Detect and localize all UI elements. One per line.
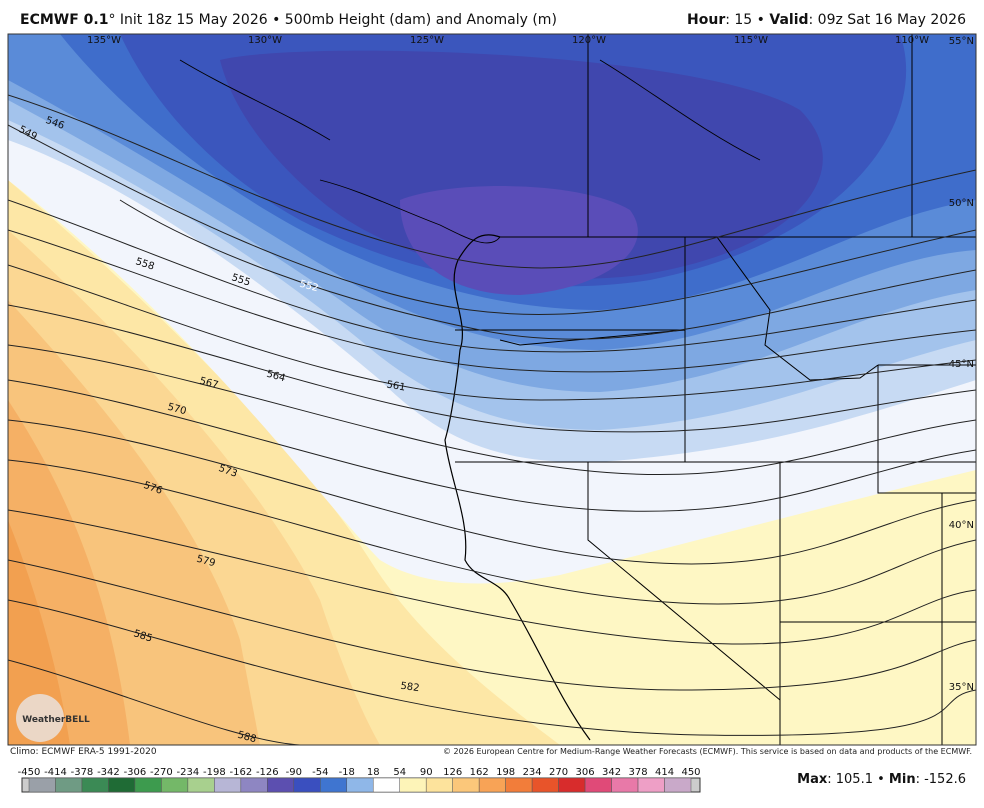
- max-value: : 105.1 •: [827, 772, 889, 787]
- colorbar-tick: -342: [97, 767, 120, 778]
- title-rest: ° Init 18z 15 May 2026 • 500mb Height (d…: [108, 12, 557, 28]
- lat-label: 45°N: [949, 359, 974, 370]
- lon-label: 120°W: [572, 35, 606, 46]
- hour-value: : 15 •: [725, 12, 770, 28]
- colorbar-cell: [320, 777, 348, 793]
- colorbar-tick: 414: [655, 767, 674, 778]
- colorbar-tick: -270: [150, 767, 173, 778]
- colorbar-tick: -126: [256, 767, 279, 778]
- lon-label: 110°W: [895, 35, 929, 46]
- colorbar-cell: [214, 777, 242, 793]
- colorbar-tick: 18: [367, 767, 380, 778]
- colorbar-cell: [346, 777, 374, 793]
- colorbar-cell: [161, 777, 189, 793]
- colorbar-cell: [293, 777, 321, 793]
- colorbar-tick: 450: [681, 767, 700, 778]
- lat-label: 40°N: [949, 520, 974, 531]
- colorbar-tick: -90: [286, 767, 302, 778]
- valid-value: : 09z Sat 16 May 2026: [808, 12, 966, 28]
- colorbar-cell: [187, 777, 215, 793]
- colorbar-cell: [28, 777, 56, 793]
- contour-label: 588: [236, 730, 257, 746]
- colorbar-cell: [240, 777, 268, 793]
- colorbar-cell: [558, 777, 586, 793]
- lon-label: 125°W: [410, 35, 444, 46]
- colorbar-tick: 162: [470, 767, 489, 778]
- valid-info: Hour: 15 • Valid: 09z Sat 16 May 2026: [687, 12, 966, 28]
- colorbar-cell: [55, 777, 83, 793]
- colorbar-tick: -18: [339, 767, 355, 778]
- lat-label: 35°N: [949, 682, 974, 693]
- colorbar-cell: [664, 777, 692, 793]
- model: ECMWF 0.1: [20, 12, 109, 28]
- boundaries: [179, 34, 976, 745]
- colorbar-tick: 54: [393, 767, 406, 778]
- colorbar-cell: [399, 777, 427, 793]
- colorbar-tick: -378: [71, 767, 94, 778]
- colorbar-cell: [478, 777, 506, 793]
- lat-label: 50°N: [949, 198, 974, 209]
- contour-label: 570: [166, 402, 187, 418]
- logo: WeatherBELL: [22, 715, 90, 725]
- lat-label: 55°N: [949, 36, 974, 47]
- colorbar-tick: 342: [602, 767, 621, 778]
- contour-label: 579: [195, 554, 216, 570]
- lon-label: 130°W: [248, 35, 282, 46]
- colorbar-cell: [637, 777, 665, 793]
- height-contours: [8, 94, 976, 745]
- colorbar-cell: [372, 777, 400, 793]
- colorbar-tick: 306: [576, 767, 595, 778]
- colorbar-tick: -306: [124, 767, 147, 778]
- colorbar-cell: [134, 777, 162, 793]
- colorbar-tick: 198: [496, 767, 515, 778]
- colorbar-tick: 90: [420, 767, 433, 778]
- contour-label: 582: [400, 681, 420, 695]
- colorbar-tick: 270: [549, 767, 568, 778]
- title: ECMWF 0.1° Init 18z 15 May 2026 • 500mb …: [20, 12, 557, 28]
- colorbar-tick: 378: [628, 767, 647, 778]
- colorbar-cell: [425, 777, 453, 793]
- contour-label: 564: [265, 369, 286, 385]
- colorbar-cell: [505, 777, 533, 793]
- contour-label: 567: [198, 376, 219, 392]
- colorbar-cell: [584, 777, 612, 793]
- stats: Max: 105.1 • Min: -152.6: [797, 772, 966, 787]
- lon-label: 115°W: [734, 35, 768, 46]
- min-key: Min: [888, 772, 916, 787]
- colorbar-tick: -234: [177, 767, 200, 778]
- map-frame: [7, 33, 977, 746]
- logo-mark: [16, 694, 64, 742]
- colorbar-cell: [531, 777, 559, 793]
- valid-key: Valid: [769, 12, 809, 28]
- colorbar-tick: -198: [203, 767, 226, 778]
- colorbar-tick: -162: [229, 767, 252, 778]
- colorbar-cell: [611, 777, 639, 793]
- colorbar-tick: 234: [523, 767, 542, 778]
- max-key: Max: [797, 772, 828, 787]
- lon-label: 135°W: [87, 35, 121, 46]
- colorbar-cell: [108, 777, 136, 793]
- colorbar-tick: -450: [18, 767, 41, 778]
- colorbar-cell: [81, 777, 109, 793]
- contour-label: 561: [386, 379, 407, 393]
- colorbar-cell: [452, 777, 480, 793]
- anomaly-field: [8, 34, 976, 745]
- colorbar-tick: -54: [312, 767, 328, 778]
- min-value: : -152.6: [915, 772, 966, 787]
- contour-label: 552: [298, 279, 319, 295]
- hour-key: Hour: [687, 12, 726, 28]
- colorbar-tick: -414: [44, 767, 67, 778]
- copyright: © 2026 European Centre for Medium-Range …: [443, 747, 972, 756]
- colorbar-tick: 126: [443, 767, 462, 778]
- colorbar-cell: [267, 777, 295, 793]
- climo: Climo: ECMWF ERA-5 1991-2020: [10, 747, 157, 757]
